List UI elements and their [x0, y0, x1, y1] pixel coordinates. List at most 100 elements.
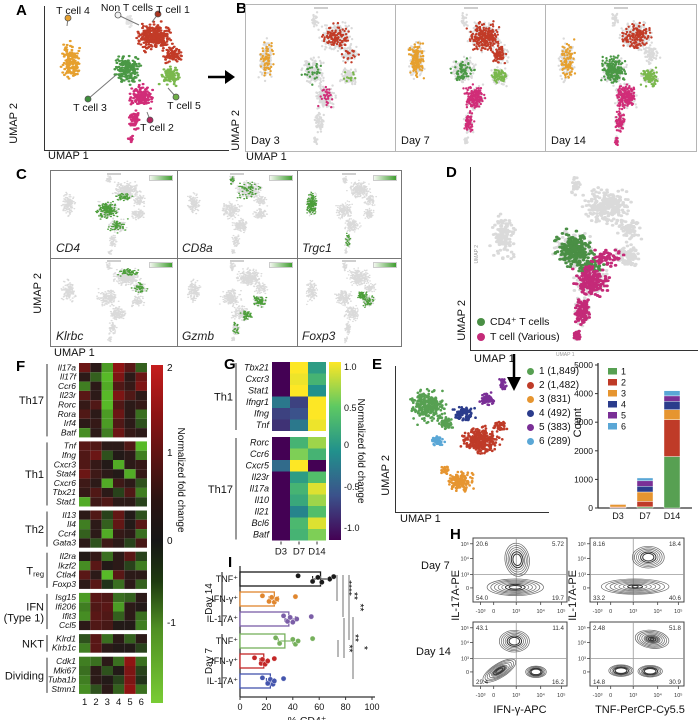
flow-ylabel-left: IL-17A-PE — [450, 570, 462, 621]
cluster-label: 3 (831) — [539, 393, 571, 405]
panel-a-xlabel: UMAP 1 — [48, 150, 89, 162]
cluster-legend-item: 6 (289) — [527, 434, 579, 448]
plot-title-placeholder — [313, 7, 328, 9]
plot-title-placeholder — [107, 260, 121, 262]
panel-e-axes — [395, 366, 549, 513]
panel-letter-d: D — [446, 164, 457, 181]
cluster-legend-item: 1 (1,849) — [527, 364, 579, 378]
expression-scale-legend — [373, 262, 397, 268]
arrow-d-to-e-icon — [507, 354, 521, 391]
flow-day14-row-label: Day 14 — [416, 646, 451, 658]
svg-text:T cell 5: T cell 5 — [167, 100, 201, 112]
day7-label: Day 7 — [401, 135, 430, 147]
plot-title-placeholder — [614, 7, 628, 9]
panel-c-grid: CD4 CD8a Trgc1 Klrbc Gzmb Foxp3 — [50, 170, 402, 347]
plot-title-placeholder — [230, 260, 244, 262]
panel-b-day7-plot: Day 7 — [395, 4, 546, 152]
panel-f-heatmap: Il17aIl17fCcr6Il23rRorcRoraIrf4BatfTh17T… — [4, 362, 186, 708]
panel-letter-g: G — [224, 356, 236, 373]
panel-letter-h: H — [450, 526, 461, 543]
plot-title-placeholder — [342, 260, 356, 262]
umap-day14 — [557, 12, 662, 147]
cluster-label: 2 (1,482) — [539, 379, 580, 391]
cluster-label: 6 (289) — [539, 435, 571, 447]
umap-klrbc — [60, 261, 149, 343]
panel-letter-b: B — [236, 0, 247, 17]
umap-cd4 — [60, 175, 146, 255]
panel-g-heatmap: Tbx21Cxcr3Stat1Ifngr1IfngTnfTh1RorcCcr6C… — [208, 362, 366, 558]
day14-label: Day 14 — [551, 135, 586, 147]
various-legend-label: T cell (Various) — [490, 330, 560, 343]
cluster-dot — [527, 395, 534, 403]
feature-plot-cd4: CD4 — [51, 171, 178, 259]
panel-c-xlabel: UMAP 1 — [54, 347, 95, 359]
panel-d-axes — [470, 167, 698, 351]
gene-label: Foxp3 — [302, 329, 336, 343]
feature-plot-gzmb: Gzmb — [177, 258, 298, 346]
cluster-dot — [527, 423, 534, 431]
plot-title-placeholder — [463, 7, 478, 9]
cluster-legend-item: 3 (831) — [527, 392, 579, 406]
flow-xlabel-tnf: TNF-PerCP-Cy5.5 — [595, 704, 685, 716]
panel-d-inner-ylabel: UMAP 2 — [474, 245, 480, 264]
flow-day7-row-label: Day 7 — [421, 560, 450, 572]
gene-label: Gzmb — [182, 329, 215, 343]
panel-d-legend: CD4⁺ T cells T cell (Various) — [477, 314, 560, 344]
panel-b-ylabel: UMAP 2 — [230, 110, 242, 151]
arrow-a-to-b-icon — [208, 70, 235, 84]
cluster-legend-item: 2 (1,482) — [527, 378, 579, 392]
panel-letter-i: I — [228, 554, 233, 571]
plot-title-placeholder — [230, 173, 244, 175]
gene-label: Klrbc — [56, 329, 84, 343]
cd4-legend-dot — [477, 317, 485, 326]
cluster-legend-item: 4 (492) — [527, 406, 579, 420]
svg-text:Non T cells: Non T cells — [101, 2, 153, 14]
panel-d-xlabel: UMAP 1 — [474, 353, 515, 365]
panel-letter-c: C — [16, 166, 27, 183]
various-legend-dot — [477, 332, 485, 341]
gene-label: CD8a — [182, 241, 213, 255]
panel-e-legend: 1 (1,849) 2 (1,482) 3 (831) 4 (492) 5 (383) 6… — [527, 364, 579, 448]
panel-c-ylabel: UMAP 2 — [32, 273, 44, 314]
cluster-dot — [527, 437, 534, 445]
day3-label: Day 3 — [251, 135, 280, 147]
panel-i-dotplot: TNF⁺IFN-γ⁺IL-17A⁺TNF⁺IFN-γ⁺IL-17A⁺020406… — [204, 566, 380, 720]
gene-label: CD4 — [56, 241, 81, 255]
svg-text:T cell 2: T cell 2 — [140, 122, 174, 134]
panel-a-axes — [44, 6, 229, 151]
plot-title-placeholder — [342, 173, 356, 175]
expression-scale-legend — [269, 175, 293, 181]
cluster-label: 5 (383) — [539, 421, 571, 433]
panel-b-day3-plot: Day 3 — [245, 4, 396, 152]
panel-d-umap — [488, 176, 644, 341]
cluster-label: 1 (1,849) — [539, 365, 580, 377]
feature-plot-foxp3: Foxp3 — [297, 258, 401, 346]
expression-scale-legend — [269, 262, 293, 268]
panel-a-ylabel: UMAP 2 — [8, 103, 20, 144]
flow-ylabel-right: IL-17A-PE — [567, 570, 579, 621]
cd4-legend-label: CD4⁺ T cells — [490, 315, 550, 328]
panel-e-count-label: Count — [572, 408, 584, 438]
umap-foxp3 — [305, 262, 377, 344]
panel-letter-f: F — [16, 358, 26, 375]
umap-day3 — [257, 11, 360, 146]
svg-text:T cell 1: T cell 1 — [156, 4, 190, 16]
cluster-dot — [527, 381, 534, 389]
panel-e-umap — [409, 377, 509, 493]
flow-xlabel-ifng: IFN-γ-APC — [493, 704, 547, 716]
expression-scale-legend — [149, 175, 173, 181]
cluster-label: 4 (492) — [539, 407, 571, 419]
panel-d-ylabel: UMAP 2 — [456, 300, 468, 341]
panel-a-annotations: T cell 4 Non T cells T cell 1 T cell 3 T cel… — [56, 2, 201, 134]
expression-scale-legend — [149, 262, 173, 268]
cluster-dot — [527, 409, 534, 417]
umap-trgc1 — [305, 176, 377, 254]
expression-scale-legend — [373, 175, 397, 181]
cluster-dot — [527, 367, 534, 375]
cluster-legend-item: 5 (383) — [527, 420, 579, 434]
